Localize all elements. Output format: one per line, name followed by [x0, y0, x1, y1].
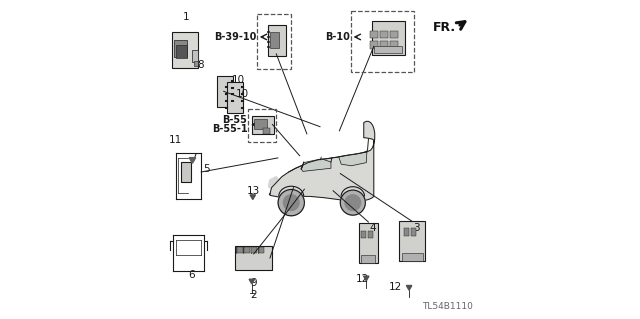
Bar	[252, 116, 275, 135]
Bar	[380, 31, 388, 38]
Text: 10: 10	[232, 75, 245, 85]
Text: FR.: FR.	[433, 21, 456, 34]
Bar	[362, 255, 376, 263]
Bar	[370, 31, 378, 38]
Bar	[370, 41, 378, 49]
Bar	[401, 253, 423, 261]
Bar	[254, 120, 267, 130]
Circle shape	[284, 195, 299, 211]
Bar	[268, 26, 286, 56]
Bar	[404, 228, 410, 236]
Text: 4: 4	[370, 223, 376, 233]
Bar	[227, 82, 243, 113]
Text: 13: 13	[247, 186, 260, 196]
Text: 3: 3	[413, 223, 420, 233]
Bar	[174, 40, 188, 57]
Circle shape	[345, 195, 361, 211]
Bar	[367, 231, 372, 238]
Text: 1: 1	[183, 11, 190, 22]
Polygon shape	[339, 152, 367, 166]
Bar	[252, 247, 257, 253]
Bar	[399, 221, 425, 261]
Bar	[194, 61, 198, 66]
Bar	[374, 46, 402, 53]
Bar	[259, 247, 264, 253]
Text: 12: 12	[356, 274, 369, 284]
Text: 12: 12	[388, 282, 402, 292]
Text: 7: 7	[190, 153, 196, 163]
Text: 2: 2	[250, 291, 257, 300]
Text: 9: 9	[250, 278, 257, 288]
Text: TL54B1110: TL54B1110	[422, 302, 473, 311]
Bar	[270, 32, 279, 48]
Text: 8: 8	[197, 60, 204, 70]
Text: 5: 5	[204, 164, 210, 174]
Bar	[177, 45, 188, 58]
Polygon shape	[301, 159, 331, 171]
Text: B-55-1: B-55-1	[212, 124, 248, 134]
Text: B-39-10: B-39-10	[214, 32, 256, 42]
Text: 6: 6	[188, 270, 195, 280]
Text: 11: 11	[169, 135, 182, 145]
Bar	[412, 228, 416, 236]
Bar	[244, 247, 250, 253]
Bar	[192, 50, 198, 62]
Bar	[237, 247, 243, 253]
Bar	[372, 21, 404, 55]
Text: B-55: B-55	[223, 115, 248, 125]
Bar	[172, 32, 198, 68]
Text: B-10: B-10	[326, 32, 350, 42]
Polygon shape	[268, 177, 279, 188]
Bar	[351, 11, 414, 72]
Bar	[390, 31, 397, 38]
Bar	[257, 14, 291, 69]
Bar	[248, 109, 276, 142]
Polygon shape	[269, 121, 374, 202]
Text: 10: 10	[236, 89, 249, 99]
Bar	[390, 41, 397, 49]
Bar	[360, 223, 378, 263]
Bar	[264, 128, 270, 134]
Circle shape	[340, 190, 365, 215]
Circle shape	[278, 189, 305, 216]
Bar	[181, 162, 191, 182]
Bar	[361, 231, 365, 238]
Bar	[380, 41, 388, 49]
Bar	[236, 246, 272, 270]
Bar	[217, 76, 234, 107]
